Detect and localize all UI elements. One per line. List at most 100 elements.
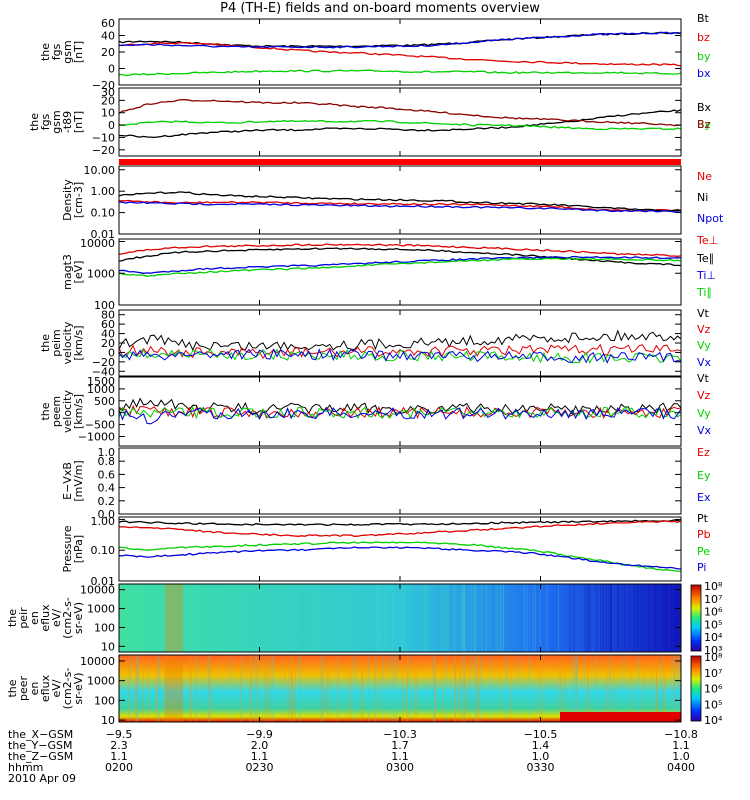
y-tick-label: 0 <box>108 63 115 76</box>
legend-pt: Pt <box>697 512 709 525</box>
spectrogram-streak <box>379 655 381 722</box>
spectrogram-streak <box>189 655 191 722</box>
y-tick-label: 0.2 <box>98 495 116 508</box>
spectrogram-streak <box>497 584 499 652</box>
spectrogram-streak <box>442 584 444 652</box>
y-tick-label: −10 <box>92 131 115 144</box>
y-axis-label: sr-eV) <box>72 602 85 634</box>
y-tick-label: −20 <box>92 356 115 369</box>
spectrogram-streak <box>502 584 504 652</box>
y-tick-label: 1000 <box>87 383 115 396</box>
spectrogram-streak <box>401 584 403 652</box>
spectrogram-streak <box>353 655 355 722</box>
legend-ey: Ey <box>697 469 711 482</box>
spectrogram-streak <box>254 655 256 722</box>
spectrogram-streak <box>378 584 380 652</box>
legend-ti⊥: Ti⊥ <box>696 269 716 282</box>
spectrogram-streak <box>664 655 666 722</box>
series-line-npot <box>118 201 682 213</box>
y-tick-label: 10 <box>101 640 115 653</box>
panel-peer_en_eflux: 10⁸ 10⁷ 10⁶ 10⁵ 10⁴ 10000 1000 100 10 thepeerenef… <box>6 651 723 727</box>
spectrogram-streak <box>406 655 408 722</box>
panel-pressure: Pt Pb Pe Pi 1.00 0.10 0.01 Pressure[nPa] <box>61 512 711 588</box>
spectrogram-streak <box>541 655 543 722</box>
spectrogram-streak <box>209 655 211 722</box>
spectrogram-streak <box>401 655 403 722</box>
series-line-ni <box>118 191 682 212</box>
spectrogram-streak <box>229 655 231 722</box>
panels: Btbzbybx6040200−20thefgsgsm[nT]BxByBz302… <box>6 12 724 727</box>
spectrogram-streak <box>574 655 576 722</box>
y-axis-label: (cm2-s- <box>61 597 74 639</box>
spectrogram-streak <box>299 655 301 722</box>
legend-npot: Npot <box>697 212 724 225</box>
legend-bz: Bz <box>697 118 711 131</box>
y-axis-label: velocity <box>61 321 74 364</box>
y-axis-label: [nT] <box>72 41 85 63</box>
orbit-row-value: 0200 <box>105 761 133 774</box>
orbit-row-value: 2.0 <box>251 739 269 752</box>
orbit-row-label: the_Y−GSM <box>8 739 73 752</box>
spectrogram-streak <box>560 655 562 722</box>
spectrogram-streak <box>223 584 225 652</box>
y-tick-label: 20 <box>101 46 115 59</box>
legend-pe: Pe <box>697 545 710 558</box>
spectrogram-streak <box>470 584 472 652</box>
orbit-row-value: −10.8 <box>664 728 698 741</box>
spectrogram-streak <box>347 584 349 652</box>
spectrogram-streak <box>609 584 611 652</box>
spectrogram-streak <box>337 655 339 722</box>
series-line-vz <box>118 404 682 420</box>
spectrogram-streak <box>155 655 158 722</box>
spectrogram-streak <box>510 655 512 722</box>
spectrogram-streak <box>423 584 426 652</box>
series-line-vx <box>118 348 682 364</box>
spectrogram-highflux-band <box>560 712 681 722</box>
series-line-bz <box>118 41 682 67</box>
y-tick-label: 100 <box>94 299 115 312</box>
spectrogram-streak <box>532 584 534 652</box>
spectrogram-streak <box>637 584 639 652</box>
spectrogram-peer_en_eflux <box>119 655 681 722</box>
orbit-row-label: hhmm <box>8 761 43 774</box>
spectrogram-streak <box>215 584 217 652</box>
spectrogram-streak <box>332 584 334 652</box>
y-axis-label: eV/ <box>50 609 63 627</box>
spectrogram-streak <box>433 584 435 652</box>
spectrogram-streak <box>617 584 619 652</box>
spectrogram-streak <box>444 584 446 652</box>
spectrogram-streak <box>404 584 406 652</box>
y-tick-label: 1000 <box>87 267 115 280</box>
spectrogram-streak <box>188 584 190 652</box>
spectrogram-streak <box>477 655 479 722</box>
legend-ni: Ni <box>697 191 708 204</box>
spectrogram-streak <box>459 655 461 722</box>
y-tick-label: 0 <box>108 119 115 132</box>
y-axis-label: [km/s] <box>72 394 85 429</box>
spectrogram-streak <box>391 655 393 722</box>
orbit-row-value: 0400 <box>667 761 695 774</box>
spectrogram-streak <box>433 655 435 722</box>
spectrogram-streak <box>135 655 137 722</box>
spectrogram-streak <box>323 584 325 652</box>
spectrogram-streak <box>291 655 293 722</box>
spectrogram-streak <box>575 655 577 722</box>
y-tick-label: 1500 <box>87 375 115 388</box>
spectrogram-streak <box>603 584 605 652</box>
spectrogram-streak <box>500 655 502 722</box>
spectrogram-streak <box>617 584 619 652</box>
orbit-row-value: −9.9 <box>246 728 273 741</box>
orbit-row-value: 1.1 <box>110 750 128 763</box>
spectrogram-burst <box>165 655 183 722</box>
y-tick-label: 0.01 <box>91 575 116 588</box>
spectrogram-streak <box>256 655 259 722</box>
spectrogram-streak <box>251 655 253 722</box>
spectrogram-streak <box>546 584 548 652</box>
y-axis-label: Density <box>61 179 74 221</box>
spectrogram-streak <box>288 655 290 722</box>
spectrogram-streak <box>188 584 190 652</box>
spectrogram-streak <box>677 655 679 722</box>
spectrogram-streak <box>258 584 260 652</box>
spectrogram-streak <box>475 655 477 722</box>
